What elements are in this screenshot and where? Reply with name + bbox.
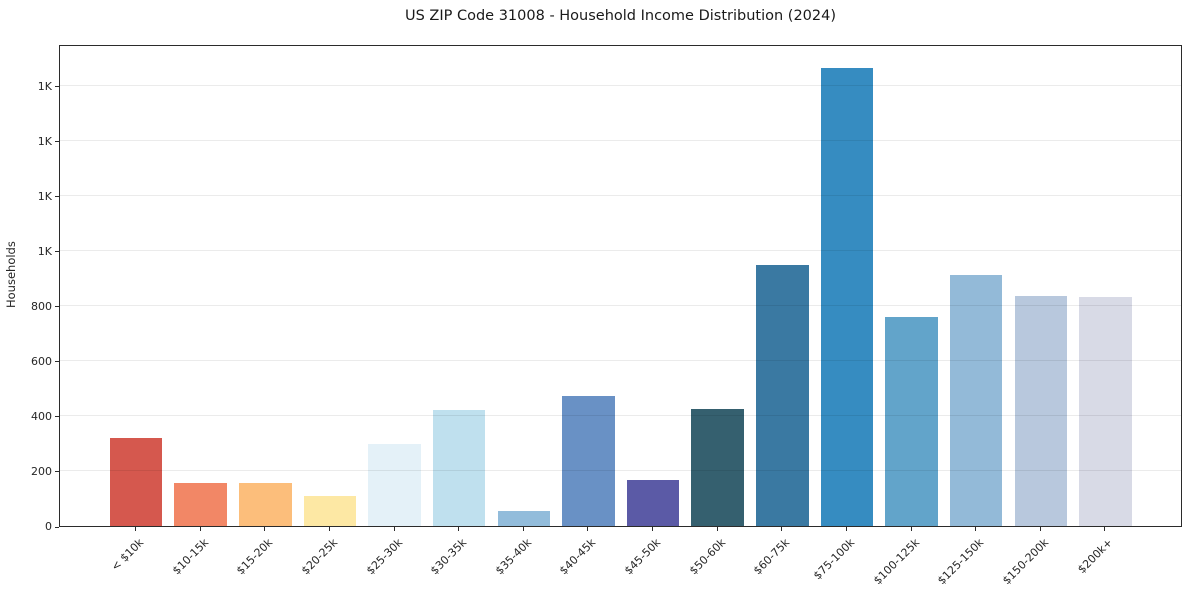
- y-tick-mark: [55, 471, 59, 473]
- x-tick-mark: [393, 527, 395, 531]
- x-tick-mark: [1104, 527, 1106, 531]
- gridline-y200: [60, 469, 1181, 471]
- chart-title: US ZIP Code 31008 - Household Income Dis…: [404, 8, 837, 24]
- bar-15-20k: [239, 482, 292, 526]
- bar-150-200k: [1014, 296, 1068, 526]
- y-tick-label: 1K: [37, 79, 52, 93]
- y-tick-mark: [55, 361, 59, 363]
- bar-75-100k: [820, 67, 874, 526]
- y-tick-label: 400: [31, 409, 52, 423]
- gridline-y1600: [60, 84, 1181, 86]
- gridline-y1400: [60, 139, 1181, 141]
- x-tick-mark: [652, 527, 654, 531]
- y-tick-mark: [55, 86, 59, 88]
- x-tick-mark: [135, 527, 136, 531]
- bar-30-35k: [432, 409, 486, 526]
- y-tick-mark: [55, 416, 59, 418]
- bar-10k: [109, 437, 163, 526]
- x-tick-mark: [975, 527, 977, 531]
- x-tick-mark: [587, 527, 589, 531]
- y-tick-mark: [55, 526, 59, 528]
- x-tick-mark: [716, 527, 718, 531]
- x-tick-mark: [522, 527, 524, 531]
- gridline-y800: [60, 304, 1181, 306]
- x-tick-mark: [328, 527, 330, 531]
- gridline-y400: [60, 414, 1181, 416]
- x-tick-mark: [1039, 527, 1041, 531]
- y-tick-label: 200: [31, 464, 52, 478]
- y-tick-label: 1K: [37, 134, 52, 148]
- gridline-y1000: [60, 249, 1181, 251]
- y-tick-label: 1K: [37, 189, 52, 203]
- x-tick-mark: [781, 527, 783, 531]
- bar-25-30k: [368, 444, 421, 526]
- x-tick-mark: [264, 527, 266, 531]
- y-tick-mark: [55, 141, 59, 143]
- bar-35-40k: [497, 511, 551, 526]
- y-tick-mark: [55, 251, 59, 253]
- x-tick-mark: [910, 527, 912, 531]
- y-tick-label: 1K: [37, 244, 52, 258]
- bar-60-75k: [756, 265, 809, 526]
- bar-40-45k: [562, 396, 615, 526]
- plot-area: [59, 45, 1182, 527]
- bar-20-25k: [303, 495, 357, 526]
- x-tick-mark: [458, 527, 460, 531]
- bar-100-125k: [885, 317, 938, 526]
- gridline-y600: [60, 359, 1181, 361]
- bar-125-150k: [949, 275, 1003, 526]
- bar-50-60k: [691, 408, 744, 526]
- x-tick-mark: [199, 527, 201, 531]
- y-tick-label: 600: [31, 354, 52, 368]
- y-tick-mark: [55, 196, 59, 198]
- gridline-y1200: [60, 194, 1181, 196]
- x-tick-label: < $10k: [108, 536, 147, 574]
- y-tick-label: 0: [45, 520, 52, 533]
- y-tick-label: 800: [31, 299, 52, 313]
- y-tick-mark: [55, 306, 59, 308]
- bar-45-50k: [626, 480, 680, 526]
- bar-200k: [1079, 296, 1132, 526]
- bar-10-15k: [174, 483, 227, 526]
- x-tick-mark: [845, 527, 847, 531]
